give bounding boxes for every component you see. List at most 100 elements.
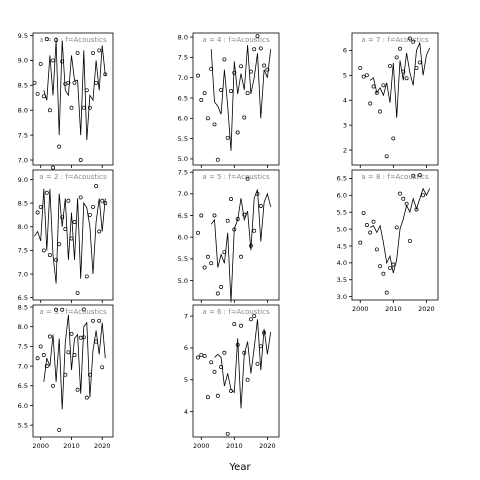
data-point xyxy=(245,377,250,382)
data-point xyxy=(63,227,68,232)
data-point xyxy=(417,173,422,178)
data-point xyxy=(72,353,77,357)
data-point xyxy=(404,201,409,206)
data-point xyxy=(258,46,263,51)
y-tick-label: 3.0 xyxy=(337,293,347,301)
data-point xyxy=(44,190,49,195)
data-point xyxy=(41,248,46,253)
panel-title: a = 5 : f=Acoustics xyxy=(202,173,270,181)
panel-frame xyxy=(192,304,280,438)
y-tick-label: 4.5 xyxy=(337,242,347,250)
data-point xyxy=(371,84,376,89)
series-line xyxy=(370,187,431,274)
x-tick-label: 2010 xyxy=(63,442,80,450)
data-point xyxy=(248,317,253,322)
y-tick-label: 7.0 xyxy=(178,74,188,82)
data-point xyxy=(229,197,233,201)
data-point xyxy=(248,243,253,248)
data-point xyxy=(78,158,83,162)
data-point xyxy=(225,431,230,436)
y-tick-label: 6 xyxy=(343,47,347,55)
data-point xyxy=(215,157,220,162)
data-point xyxy=(78,195,83,200)
data-point xyxy=(378,109,383,114)
data-point xyxy=(69,236,74,241)
panel-7: a = 7 : f=Acoustics 2 3 4 5 6 xyxy=(343,32,439,168)
data-point xyxy=(255,34,260,39)
data-point xyxy=(44,37,49,41)
data-point xyxy=(364,223,369,227)
data-point xyxy=(54,257,59,262)
data-point xyxy=(262,63,267,68)
data-point xyxy=(54,38,59,42)
data-point xyxy=(219,285,224,289)
data-point xyxy=(421,193,426,198)
data-point xyxy=(87,372,92,377)
data-point xyxy=(91,50,95,55)
panel-frame xyxy=(32,169,114,301)
data-point xyxy=(103,72,108,77)
y-tick-label: 5.0 xyxy=(178,155,188,163)
data-point xyxy=(205,395,210,400)
y-tick-label: 8.5 xyxy=(18,303,28,311)
panel-frame xyxy=(351,169,439,301)
x-tick-label: 2020 xyxy=(94,442,111,450)
data-point xyxy=(51,58,55,63)
series-line xyxy=(210,45,272,151)
data-point xyxy=(69,105,74,110)
y-tick-label: 7.5 xyxy=(18,343,28,351)
panel-1: a = 1 : f=Acoustics 7.0 7.5 8.0 8.5 9.0 9.5 xyxy=(18,32,114,168)
data-point xyxy=(196,355,200,360)
data-point xyxy=(51,383,55,388)
y-tick-label: 7.0 xyxy=(178,190,188,198)
data-point xyxy=(407,238,412,243)
y-tick-label: 5.5 xyxy=(18,421,28,429)
data-point xyxy=(371,219,376,224)
x-axis-label: Year xyxy=(228,462,251,473)
y-tick-label: 6 xyxy=(184,344,188,352)
y-tick-label: 6.0 xyxy=(178,115,188,123)
panel-frame xyxy=(351,32,439,166)
x-tick-label: 2020 xyxy=(418,305,435,313)
data-point xyxy=(38,204,43,209)
data-point xyxy=(248,69,253,74)
data-point xyxy=(364,73,369,78)
data-point xyxy=(47,253,52,258)
data-point xyxy=(81,307,86,312)
data-point xyxy=(72,220,77,224)
y-tick-label: 5.5 xyxy=(337,209,347,217)
data-point xyxy=(411,173,416,178)
data-point xyxy=(368,101,373,106)
data-point xyxy=(199,98,204,102)
data-point xyxy=(32,80,37,85)
x-tick-label: 2000 xyxy=(193,442,210,450)
data-point xyxy=(235,342,240,347)
data-point xyxy=(38,61,43,66)
series-line xyxy=(43,314,106,410)
data-point xyxy=(398,46,402,51)
data-point xyxy=(51,165,55,170)
data-point xyxy=(394,225,399,230)
panel-title: a = 7 : f=Acoustics xyxy=(361,36,429,44)
data-point xyxy=(41,94,46,99)
panel-frame xyxy=(32,32,114,166)
data-point xyxy=(97,48,102,53)
data-point xyxy=(401,69,406,74)
data-point xyxy=(209,66,214,71)
data-point xyxy=(401,196,406,201)
panel-8: a = 8 : f=Acoustics 3.0 3.5 4.0 4.5 5.0 5.5 6.0… xyxy=(337,169,439,313)
data-point xyxy=(100,198,105,203)
y-tick-label: 5.0 xyxy=(337,225,347,233)
y-tick-label: 8.0 xyxy=(178,33,188,41)
data-point xyxy=(232,227,237,232)
data-point xyxy=(66,350,71,355)
data-point xyxy=(60,215,65,220)
data-point xyxy=(391,262,396,267)
data-point xyxy=(84,274,89,279)
data-point xyxy=(414,207,419,212)
data-point xyxy=(229,89,233,94)
data-point xyxy=(378,264,383,269)
y-tick-label: 5 xyxy=(343,72,347,80)
panel-frame xyxy=(192,169,280,301)
data-point xyxy=(35,210,40,215)
